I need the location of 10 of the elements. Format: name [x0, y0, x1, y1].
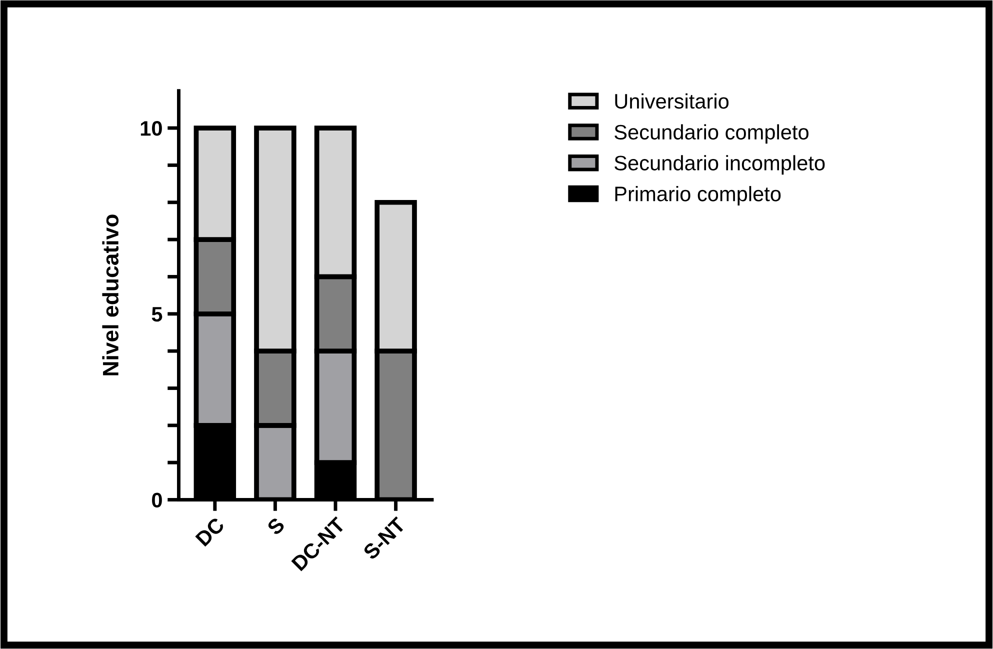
x-tick-label: DC [195, 516, 226, 547]
y-axis-title: Nivel educativo [102, 214, 119, 376]
legend-label: Secundario incompleto [614, 155, 825, 175]
y-tick-label: 10 [140, 121, 162, 136]
y-tick-label: 0 [152, 492, 162, 508]
x-tick-label: S [266, 516, 286, 536]
y-tick-label: 5 [152, 307, 162, 322]
legend-label: Universitario [615, 93, 729, 109]
legend-label: Secundario completo [614, 124, 808, 144]
legend-label: Primario completo [615, 186, 781, 206]
